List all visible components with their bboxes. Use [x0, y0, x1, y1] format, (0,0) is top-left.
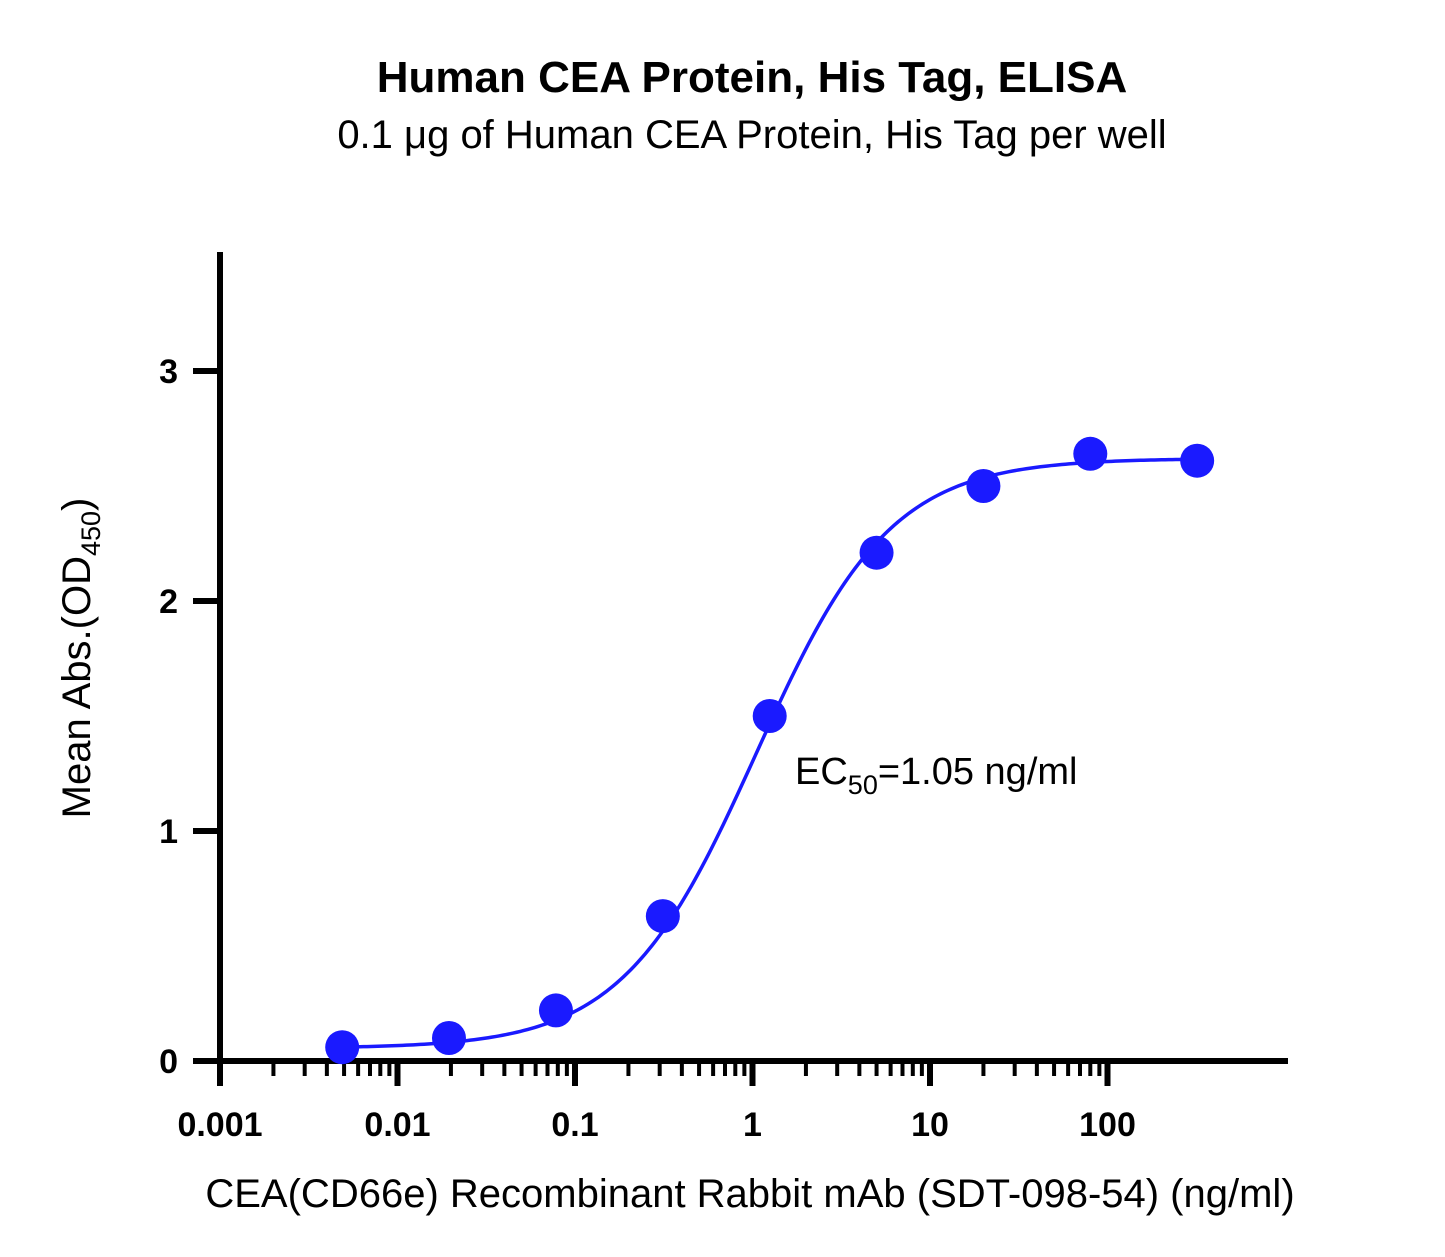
y-axis-label-subscript: 450 [76, 511, 106, 556]
ec50-subscript: 50 [848, 770, 878, 800]
data-point-3 [645, 899, 680, 934]
y-axis-label-main: Mean Abs.(OD [55, 556, 99, 818]
x-tick-label-3: 1 [743, 1106, 762, 1144]
ec50-annotation: EC50=1.05 ng/ml [795, 751, 1077, 800]
x-ticks: 0.001 0.01 0.1 1 10 100 [177, 1061, 1136, 1144]
ec50-value: =1.05 ng/ml [878, 751, 1078, 793]
ec50-prefix: EC [795, 751, 848, 793]
chart-title: Human CEA Protein, His Tag, ELISA [377, 53, 1128, 102]
x-tick-label-2: 0.1 [551, 1106, 598, 1144]
y-axis-label-suffix: ) [55, 498, 99, 511]
data-point-5 [859, 535, 894, 570]
y-tick-label-3: 3 [159, 353, 178, 391]
data-point-0 [325, 1030, 360, 1065]
data-point-6 [966, 469, 1001, 503]
data-point-7 [1073, 436, 1108, 471]
y-ticks: 0 1 2 3 [159, 353, 220, 1081]
data-point-4 [752, 699, 787, 733]
data-points [325, 436, 1215, 1065]
y-tick-label-0: 0 [159, 1043, 178, 1081]
x-tick-label-4: 10 [911, 1106, 949, 1144]
data-point-8 [1180, 443, 1215, 478]
x-tick-label-5: 100 [1079, 1106, 1136, 1144]
y-tick-label-1: 1 [159, 813, 178, 851]
y-tick-label-2: 2 [159, 583, 178, 621]
x-tick-label-0: 0.001 [177, 1106, 262, 1144]
y-axis-label: Mean Abs.(OD450) [55, 498, 106, 819]
data-point-1 [431, 1021, 466, 1055]
data-point-2 [538, 993, 573, 1028]
x-axis-label: CEA(CD66e) Recombinant Rabbit mAb (SDT-0… [205, 1172, 1294, 1216]
x-tick-label-1: 0.01 [364, 1106, 430, 1144]
chart-subtitle: 0.1 μg of Human CEA Protein, His Tag per… [337, 113, 1166, 157]
